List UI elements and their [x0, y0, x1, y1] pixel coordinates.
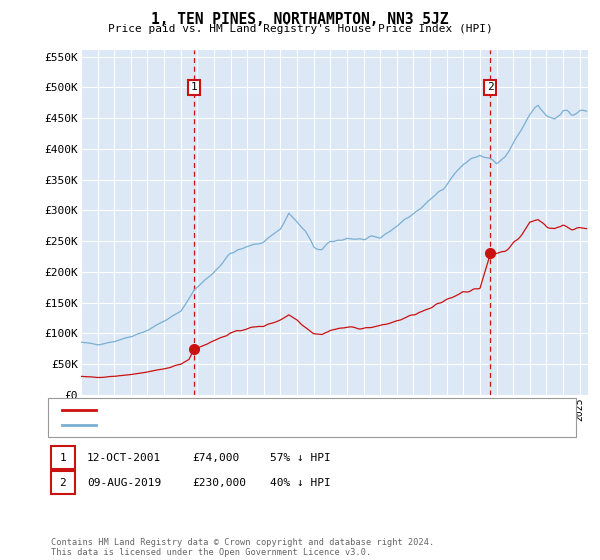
Text: 1: 1 — [190, 82, 197, 92]
Text: Contains HM Land Registry data © Crown copyright and database right 2024.
This d: Contains HM Land Registry data © Crown c… — [51, 538, 434, 557]
Text: 2: 2 — [487, 82, 494, 92]
Text: 1, TEN PINES, NORTHAMPTON, NN3 5JZ: 1, TEN PINES, NORTHAMPTON, NN3 5JZ — [151, 12, 449, 27]
Text: 1: 1 — [59, 452, 67, 463]
Text: 1, TEN PINES, NORTHAMPTON, NN3 5JZ (detached house): 1, TEN PINES, NORTHAMPTON, NN3 5JZ (deta… — [102, 405, 421, 415]
Text: £74,000: £74,000 — [192, 452, 239, 463]
Text: 57% ↓ HPI: 57% ↓ HPI — [270, 452, 331, 463]
Text: 40% ↓ HPI: 40% ↓ HPI — [270, 478, 331, 488]
Text: £230,000: £230,000 — [192, 478, 246, 488]
Text: 09-AUG-2019: 09-AUG-2019 — [87, 478, 161, 488]
Text: HPI: Average price, detached house, West Northamptonshire: HPI: Average price, detached house, West… — [102, 419, 458, 430]
Text: Price paid vs. HM Land Registry's House Price Index (HPI): Price paid vs. HM Land Registry's House … — [107, 24, 493, 34]
Text: 12-OCT-2001: 12-OCT-2001 — [87, 452, 161, 463]
Text: 2: 2 — [59, 478, 67, 488]
